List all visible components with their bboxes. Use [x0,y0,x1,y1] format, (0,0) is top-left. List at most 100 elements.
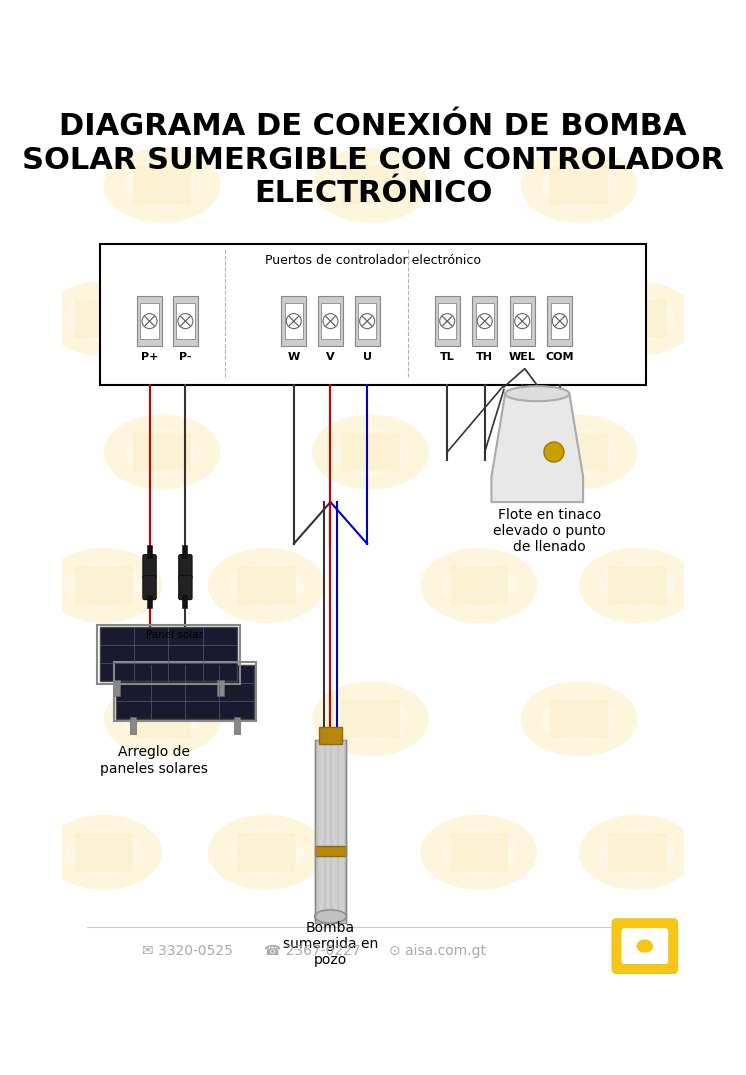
FancyBboxPatch shape [510,296,535,346]
Text: DIAGRAMA DE CONEXIÓN DE BOMBA: DIAGRAMA DE CONEXIÓN DE BOMBA [59,113,687,141]
Text: TL: TL [440,352,454,362]
Ellipse shape [521,682,637,757]
FancyBboxPatch shape [176,303,195,340]
FancyBboxPatch shape [99,627,237,682]
FancyBboxPatch shape [621,928,668,964]
Text: COM: COM [545,352,574,362]
Text: WEL: WEL [509,352,536,362]
FancyBboxPatch shape [472,296,498,346]
FancyBboxPatch shape [237,300,295,338]
FancyBboxPatch shape [133,700,191,739]
FancyBboxPatch shape [608,833,666,872]
Circle shape [360,314,374,329]
FancyBboxPatch shape [315,740,346,923]
Ellipse shape [66,562,141,608]
Text: ✉ 3320-0525: ✉ 3320-0525 [142,944,233,958]
Ellipse shape [104,147,220,223]
Ellipse shape [125,162,200,209]
Ellipse shape [312,415,429,489]
FancyBboxPatch shape [551,303,569,340]
FancyBboxPatch shape [342,433,400,471]
FancyBboxPatch shape [475,303,494,340]
Ellipse shape [208,281,325,356]
Ellipse shape [333,696,408,742]
Ellipse shape [312,682,429,757]
Circle shape [552,314,567,329]
Ellipse shape [66,829,141,875]
FancyBboxPatch shape [548,296,572,346]
Ellipse shape [125,429,200,475]
Ellipse shape [542,429,616,475]
Text: Flote en tinaco
elevado o punto
de llenado: Flote en tinaco elevado o punto de llena… [493,508,606,555]
Ellipse shape [421,548,537,624]
FancyBboxPatch shape [315,846,346,857]
Ellipse shape [579,548,696,624]
FancyBboxPatch shape [285,303,303,340]
Ellipse shape [46,281,162,356]
FancyBboxPatch shape [179,555,192,578]
Ellipse shape [333,162,408,209]
Text: P+: P+ [141,352,158,362]
FancyBboxPatch shape [450,833,508,872]
Ellipse shape [333,429,408,475]
Ellipse shape [542,162,616,209]
Text: Arreglo de
paneles solares: Arreglo de paneles solares [100,745,207,776]
Circle shape [323,314,338,329]
FancyBboxPatch shape [237,567,295,604]
FancyBboxPatch shape [438,303,457,340]
FancyBboxPatch shape [435,296,460,346]
FancyBboxPatch shape [342,166,400,204]
Ellipse shape [579,281,696,356]
FancyBboxPatch shape [75,833,133,872]
Ellipse shape [521,415,637,489]
FancyBboxPatch shape [612,918,678,974]
FancyBboxPatch shape [513,303,531,340]
Ellipse shape [442,829,516,875]
FancyBboxPatch shape [608,300,666,338]
Text: Puertos de controlador electrónico: Puertos de controlador electrónico [265,254,481,267]
Text: Bomba
sumergida en
pozo: Bomba sumergida en pozo [283,921,378,968]
Ellipse shape [442,562,516,608]
Ellipse shape [208,548,325,624]
Text: W: W [288,352,300,362]
Circle shape [286,314,301,329]
Circle shape [544,442,564,462]
Ellipse shape [46,548,162,624]
FancyBboxPatch shape [342,700,400,739]
FancyBboxPatch shape [75,567,133,604]
Ellipse shape [421,815,537,890]
Ellipse shape [600,829,675,875]
FancyBboxPatch shape [608,567,666,604]
Text: ☎ 2367-0227: ☎ 2367-0227 [264,944,360,958]
Text: SOLAR SUMERGIBLE CON CONTROLADOR: SOLAR SUMERGIBLE CON CONTROLADOR [22,146,724,175]
Bar [113,679,119,697]
FancyBboxPatch shape [281,296,307,346]
FancyBboxPatch shape [354,296,380,346]
FancyBboxPatch shape [550,166,608,204]
Ellipse shape [66,296,141,342]
Ellipse shape [104,682,220,757]
FancyBboxPatch shape [450,300,508,338]
Ellipse shape [125,696,200,742]
Circle shape [477,314,492,329]
FancyBboxPatch shape [318,296,343,346]
Ellipse shape [542,696,616,742]
Text: V: V [326,352,335,362]
Text: P-: P- [179,352,192,362]
Text: ⊙ aisa.com.gt: ⊙ aisa.com.gt [389,944,486,958]
FancyBboxPatch shape [133,433,191,471]
FancyBboxPatch shape [550,700,608,739]
FancyBboxPatch shape [99,244,645,385]
Ellipse shape [600,296,675,342]
Ellipse shape [442,296,516,342]
Ellipse shape [229,296,304,342]
Bar [233,717,240,734]
Circle shape [439,314,455,329]
FancyBboxPatch shape [322,303,339,340]
Circle shape [178,314,193,329]
Ellipse shape [312,147,429,223]
FancyBboxPatch shape [116,664,254,719]
Ellipse shape [315,909,346,923]
Ellipse shape [600,562,675,608]
FancyBboxPatch shape [137,296,162,346]
